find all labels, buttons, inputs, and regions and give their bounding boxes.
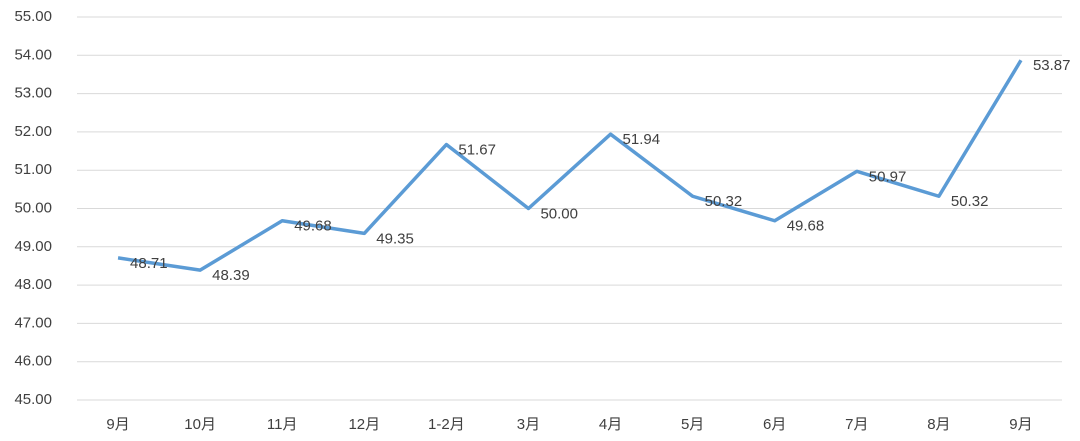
x-tick-label: 11月 (267, 416, 298, 433)
y-tick-label: 53.00 (14, 85, 52, 102)
y-tick-label: 46.00 (14, 353, 52, 370)
data-label: 49.68 (787, 218, 825, 235)
y-tick-label: 50.00 (14, 199, 52, 216)
data-label: 50.97 (869, 168, 907, 185)
x-tick-label: 5月 (681, 416, 704, 433)
data-label: 53.87 (1033, 57, 1071, 74)
y-tick-label: 47.00 (14, 314, 52, 331)
x-tick-label: 6月 (763, 416, 786, 433)
data-label: 48.71 (130, 255, 168, 272)
x-tick-label: 9月 (1009, 416, 1032, 433)
y-tick-label: 48.00 (14, 276, 52, 293)
series-line (117, 59, 1023, 272)
y-tick-label: 54.00 (14, 46, 52, 63)
data-label: 51.67 (458, 142, 496, 159)
data-label: 49.68 (294, 218, 332, 235)
data-label: 49.35 (376, 230, 414, 247)
y-tick-label: 55.00 (14, 8, 52, 25)
data-label: 50.00 (540, 205, 578, 222)
x-tick-label: 12月 (348, 416, 380, 433)
x-tick-label: 3月 (517, 416, 540, 433)
data-label: 48.39 (212, 267, 250, 284)
x-tick-label: 4月 (599, 416, 622, 433)
y-tick-label: 49.00 (14, 238, 52, 255)
x-tick-label: 1-2月 (428, 416, 465, 433)
x-tick-label: 7月 (845, 416, 868, 433)
y-tick-label: 52.00 (14, 123, 52, 140)
y-tick-label: 51.00 (14, 161, 52, 178)
x-tick-label: 8月 (927, 416, 950, 433)
x-tick-label: 10月 (184, 416, 216, 433)
data-label: 50.32 (705, 193, 743, 210)
data-label: 50.32 (951, 193, 989, 210)
y-tick-label: 45.00 (14, 391, 52, 408)
x-tick-label: 9月 (106, 416, 129, 433)
data-label: 51.94 (623, 131, 661, 148)
